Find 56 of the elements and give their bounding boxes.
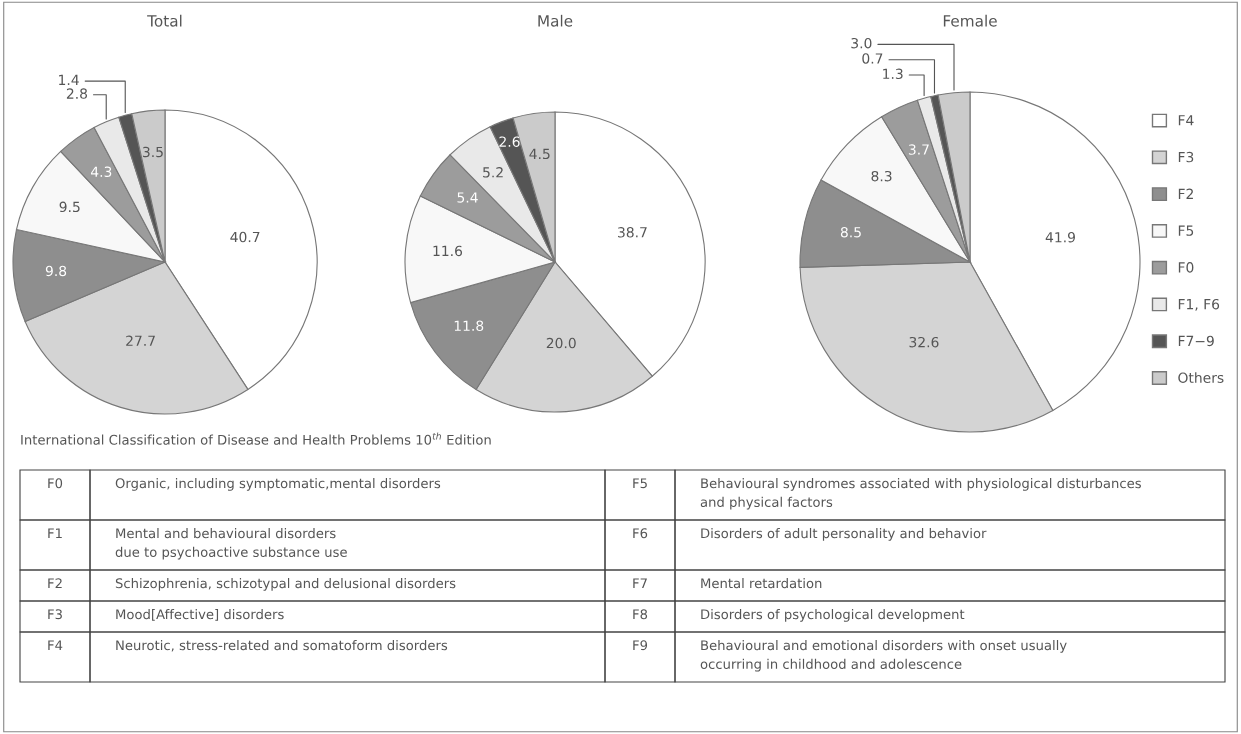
data-label: 32.6 [909, 336, 939, 348]
data-label: 2.6 [499, 136, 520, 147]
data-label: 41.9 [1045, 231, 1075, 243]
data-label: 27.7 [126, 335, 155, 346]
data-label: 3.7 [908, 144, 929, 155]
data-label: 2.8 [66, 88, 88, 99]
legend-label: F1, F6 [1178, 298, 1220, 311]
data-label: 4.3 [90, 166, 112, 178]
text: Neurotic, stress-related and somatoform disorders [116, 640, 448, 652]
legend-label: F7−9 [1178, 335, 1214, 347]
data-label: 1.4 [59, 74, 79, 85]
text: F3 [48, 609, 62, 620]
data-label: 9.8 [45, 265, 67, 277]
text: F9 [633, 640, 648, 651]
text: F1 [48, 528, 62, 539]
legend-label: Others [1178, 372, 1224, 383]
chart-title: Female [943, 14, 997, 27]
data-label: 20.0 [546, 337, 576, 349]
data-label: 40.7 [230, 231, 260, 243]
text: Mental retardation [701, 578, 822, 589]
legend-label: F2 [1178, 188, 1193, 199]
legend-label: F4 [1178, 115, 1194, 126]
text: F5 [633, 478, 647, 489]
data-label: 8.5 [840, 226, 861, 238]
text: Disorders of adult personality and behavior [701, 528, 987, 541]
text: F6 [633, 528, 648, 539]
data-label: 9.5 [59, 201, 80, 213]
text: Disorders of psychological development [701, 609, 965, 622]
text: Behavioural and emotional disorders with onset usually occurring in childhood and adolescence [700, 640, 1067, 672]
data-label: 5.2 [483, 167, 503, 178]
data-label: 1.3 [883, 68, 903, 80]
text: Mood[Affective] disorders [116, 609, 284, 621]
data-label: 0.7 [862, 53, 883, 64]
text: F8 [633, 609, 648, 620]
text: F7 [633, 578, 647, 589]
legend-label: F5 [1178, 225, 1194, 236]
data-label: 3.0 [851, 37, 872, 49]
data-label: 11.8 [454, 320, 484, 331]
text: Mental and behavioural disorders due to psychoactive substance use [115, 528, 347, 560]
text: Behavioural syndromes associated with physiological disturbances and physical factors [700, 478, 1141, 510]
legend-label: F3 [1178, 151, 1194, 163]
text: International Classification of Disease and Health Problems 10$^{th}$ Edition [21, 432, 491, 445]
data-label: 11.6 [433, 245, 463, 257]
data-label: 5.4 [457, 192, 478, 203]
text: Organic, including symptomatic,mental disorders [115, 478, 441, 491]
data-label: 4.5 [529, 148, 550, 160]
text: Schizophrenia, schizotypal and delusional disorders [115, 578, 456, 591]
data-label: 38.7 [618, 227, 647, 238]
data-label: 3.5 [142, 146, 163, 158]
text: F2 [48, 578, 62, 589]
text: F4 [48, 640, 63, 651]
text: F0 [48, 478, 63, 489]
chart-title: Total [147, 14, 182, 27]
legend-label: F0 [1178, 262, 1194, 273]
chart-title: Male [538, 14, 573, 27]
data-label: 8.3 [871, 170, 892, 182]
